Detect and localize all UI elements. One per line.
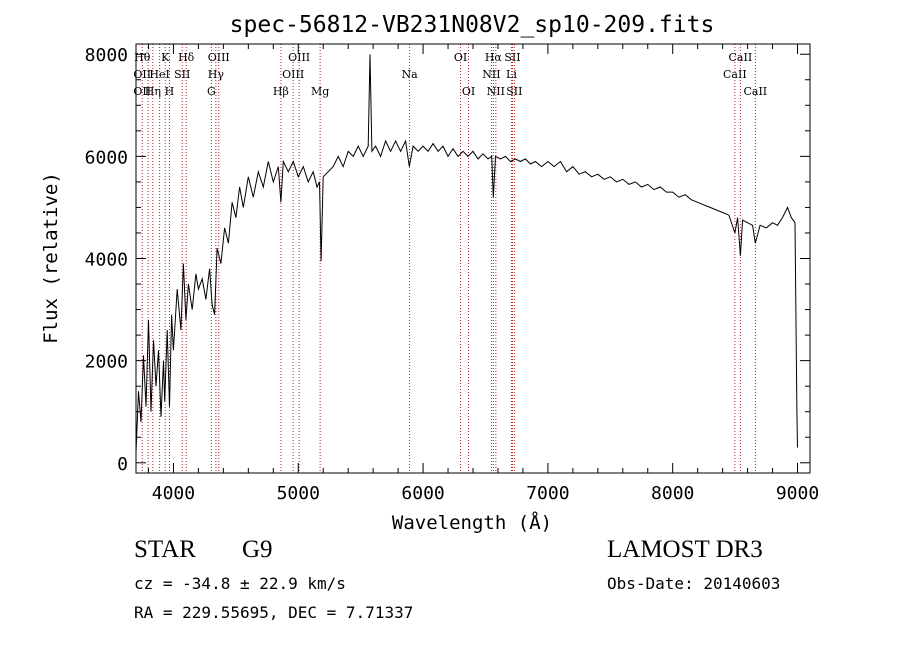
- ra-dec-coordinates: RA = 229.55695, DEC = 7.71337: [134, 603, 414, 622]
- line-label: NII: [482, 68, 500, 81]
- line-label: OI: [454, 51, 467, 64]
- line-label: H: [165, 85, 175, 98]
- line-label: NII: [487, 85, 505, 98]
- x-axis: 4000 5000 6000 7000 8000 9000: [147, 44, 819, 504]
- line-label: CaII: [723, 68, 747, 81]
- x-tick-label: 4000: [152, 483, 195, 504]
- y-axis: 0 2000 4000 6000 8000: [85, 45, 810, 475]
- line-label: OII: [133, 85, 151, 98]
- spectrum-series-line: [135, 54, 798, 453]
- x-tick-label: 7000: [526, 483, 569, 504]
- x-tick-label: 9000: [776, 483, 819, 504]
- y-tick-label: 4000: [85, 250, 128, 271]
- x-tick-label: 6000: [401, 483, 444, 504]
- line-label: Hη: [145, 85, 161, 98]
- chart-title: spec-56812-VB231N08V2_sp10-209.fits: [230, 12, 715, 38]
- line-label: OIII: [208, 51, 230, 64]
- emission-line-labels: HθOIIOIIHηHeIKHSIIHδGHγOIIIHβOIIIOIIIMgN…: [133, 51, 767, 98]
- line-label: OIII: [282, 68, 304, 81]
- object-class: STAR: [134, 536, 196, 563]
- line-label: SII: [506, 85, 522, 98]
- line-label: SII: [504, 51, 520, 64]
- line-label: G: [207, 85, 216, 98]
- plot-frame: [135, 43, 811, 474]
- emission-line-markers: [141, 44, 756, 473]
- observation-date: Obs-Date: 20140603: [607, 574, 781, 593]
- x-tick-label: 5000: [277, 483, 320, 504]
- line-label: Hα: [485, 51, 503, 64]
- y-tick-label: 6000: [85, 147, 128, 168]
- line-label: Mg: [311, 85, 329, 98]
- line-label: OIII: [288, 51, 310, 64]
- line-label: CaII: [729, 51, 753, 64]
- y-axis-label: Flux (relative): [40, 172, 62, 344]
- line-label: SII: [174, 68, 190, 81]
- line-label: Hδ: [178, 51, 195, 64]
- line-label: Na: [402, 68, 419, 81]
- x-axis-label: Wavelength (Å): [392, 511, 552, 534]
- line-label: HeI: [149, 68, 169, 81]
- y-tick-label: 8000: [85, 45, 128, 66]
- line-label: Li: [506, 68, 517, 81]
- line-label: K: [161, 51, 170, 64]
- y-tick-label: 0: [117, 454, 128, 475]
- redshift-cz: cz = -34.8 ± 22.9 km/s: [134, 574, 346, 593]
- line-label: OI: [462, 85, 475, 98]
- line-label: OII: [133, 68, 151, 81]
- line-label: CaII: [743, 85, 767, 98]
- line-label: Hβ: [273, 85, 289, 98]
- line-label: Hθ: [134, 51, 151, 64]
- line-label: Hγ: [208, 68, 225, 81]
- survey-name: LAMOST DR3: [607, 536, 763, 563]
- x-tick-label: 8000: [651, 483, 694, 504]
- object-subclass: G9: [242, 536, 273, 563]
- y-tick-label: 2000: [85, 352, 128, 373]
